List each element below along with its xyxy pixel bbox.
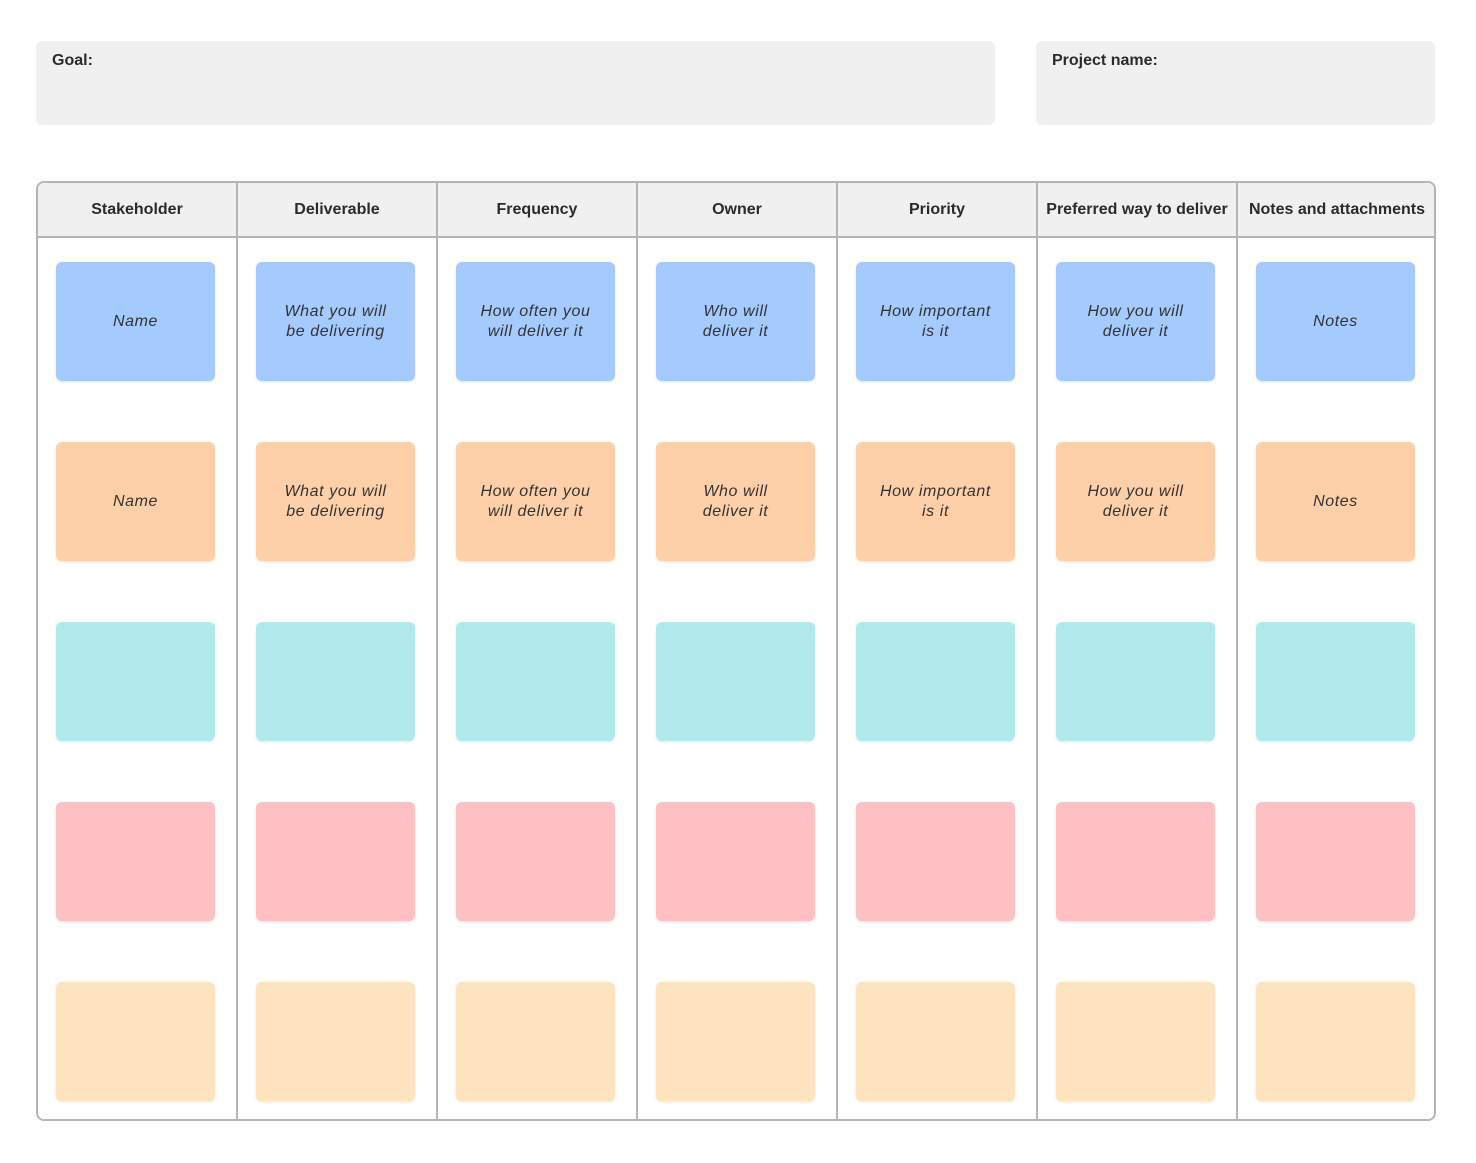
column-header-label: Owner (712, 200, 762, 218)
sticky-note[interactable] (1056, 982, 1215, 1101)
project-name-label: Project name: (1052, 52, 1158, 69)
sticky-note[interactable] (56, 802, 215, 921)
board-header (38, 183, 1434, 238)
sticky-note[interactable] (656, 802, 815, 921)
sticky-note-text: Who will deliver it (702, 302, 769, 340)
sticky-note[interactable] (856, 802, 1015, 921)
sticky-note[interactable]: How important is it (856, 442, 1015, 561)
stakeholder-board: Stakeholder Deliverable Frequency Owner Prio… (36, 181, 1436, 1121)
sticky-note[interactable]: How often you will deliver it (456, 262, 615, 381)
sticky-note[interactable] (456, 622, 615, 741)
sticky-note[interactable] (56, 982, 215, 1101)
column-divider (1036, 183, 1038, 1119)
column-header-label: Frequency (496, 200, 578, 218)
goal-field[interactable]: Goal: (36, 41, 995, 125)
sticky-note[interactable] (56, 622, 215, 741)
sticky-note-text: Name (112, 492, 159, 510)
sticky-note[interactable]: Who will deliver it (656, 442, 815, 561)
sticky-note-text: How often you will deliver it (480, 482, 591, 520)
sticky-note[interactable] (656, 622, 815, 741)
column-divider (836, 183, 838, 1119)
sticky-note[interactable] (1256, 802, 1415, 921)
sticky-note-text: How you will deliver it (1087, 302, 1184, 340)
sticky-note-text: How often you will deliver it (480, 302, 591, 340)
sticky-note[interactable]: How you will deliver it (1056, 262, 1215, 381)
project-name-field[interactable]: Project name: (1036, 41, 1435, 125)
sticky-note-text: How you will deliver it (1087, 482, 1184, 520)
sticky-note[interactable] (456, 982, 615, 1101)
sticky-note[interactable] (856, 982, 1015, 1101)
column-header-label: Preferred way to deliver (1046, 200, 1228, 218)
sticky-note-text: What you will be delivering (284, 302, 387, 340)
sticky-note[interactable]: Notes (1256, 442, 1415, 561)
goal-label: Goal: (52, 52, 93, 69)
column-header-priority: Priority (838, 183, 1036, 236)
column-header-preferred-way-to-deliver: Preferred way to deliver (1038, 183, 1236, 236)
sticky-note-text: Name (112, 312, 159, 330)
column-divider (1236, 183, 1238, 1119)
sticky-note[interactable]: What you will be delivering (256, 442, 415, 561)
sticky-note[interactable] (856, 622, 1015, 741)
sticky-note[interactable] (256, 802, 415, 921)
column-divider (436, 183, 438, 1119)
sticky-note[interactable]: Who will deliver it (656, 262, 815, 381)
column-divider (236, 183, 238, 1119)
column-divider (636, 183, 638, 1119)
sticky-note[interactable] (1256, 982, 1415, 1101)
column-header-deliverable: Deliverable (238, 183, 436, 236)
sticky-note[interactable]: Name (56, 442, 215, 561)
sticky-note[interactable] (256, 982, 415, 1101)
sticky-note[interactable] (1256, 622, 1415, 741)
sticky-note[interactable]: Name (56, 262, 215, 381)
column-header-label: Notes and attachments (1248, 200, 1426, 218)
sticky-note[interactable] (1056, 622, 1215, 741)
sticky-note[interactable] (1056, 802, 1215, 921)
sticky-note-text: How important is it (880, 302, 991, 340)
sticky-note[interactable]: What you will be delivering (256, 262, 415, 381)
sticky-note-text: Who will deliver it (702, 482, 769, 520)
sticky-note[interactable] (456, 802, 615, 921)
column-header-frequency: Frequency (438, 183, 636, 236)
sticky-note[interactable]: How important is it (856, 262, 1015, 381)
sticky-note-text: How important is it (880, 482, 991, 520)
column-header-label: Deliverable (294, 200, 380, 218)
column-header-label: Priority (908, 200, 965, 218)
sticky-note-text: Notes (1313, 492, 1358, 510)
sticky-note[interactable]: How you will deliver it (1056, 442, 1215, 561)
sticky-note[interactable]: How often you will deliver it (456, 442, 615, 561)
column-header-label: Stakeholder (91, 200, 183, 218)
sticky-note[interactable] (656, 982, 815, 1101)
column-header-notes-and-attachments: Notes and attachments (1238, 183, 1434, 236)
sticky-note-text: What you will be delivering (284, 482, 387, 520)
sticky-note-text: Notes (1313, 312, 1358, 330)
column-header-owner: Owner (638, 183, 836, 236)
sticky-note[interactable] (256, 622, 415, 741)
column-header-stakeholder: Stakeholder (38, 183, 236, 236)
sticky-note[interactable]: Notes (1256, 262, 1415, 381)
